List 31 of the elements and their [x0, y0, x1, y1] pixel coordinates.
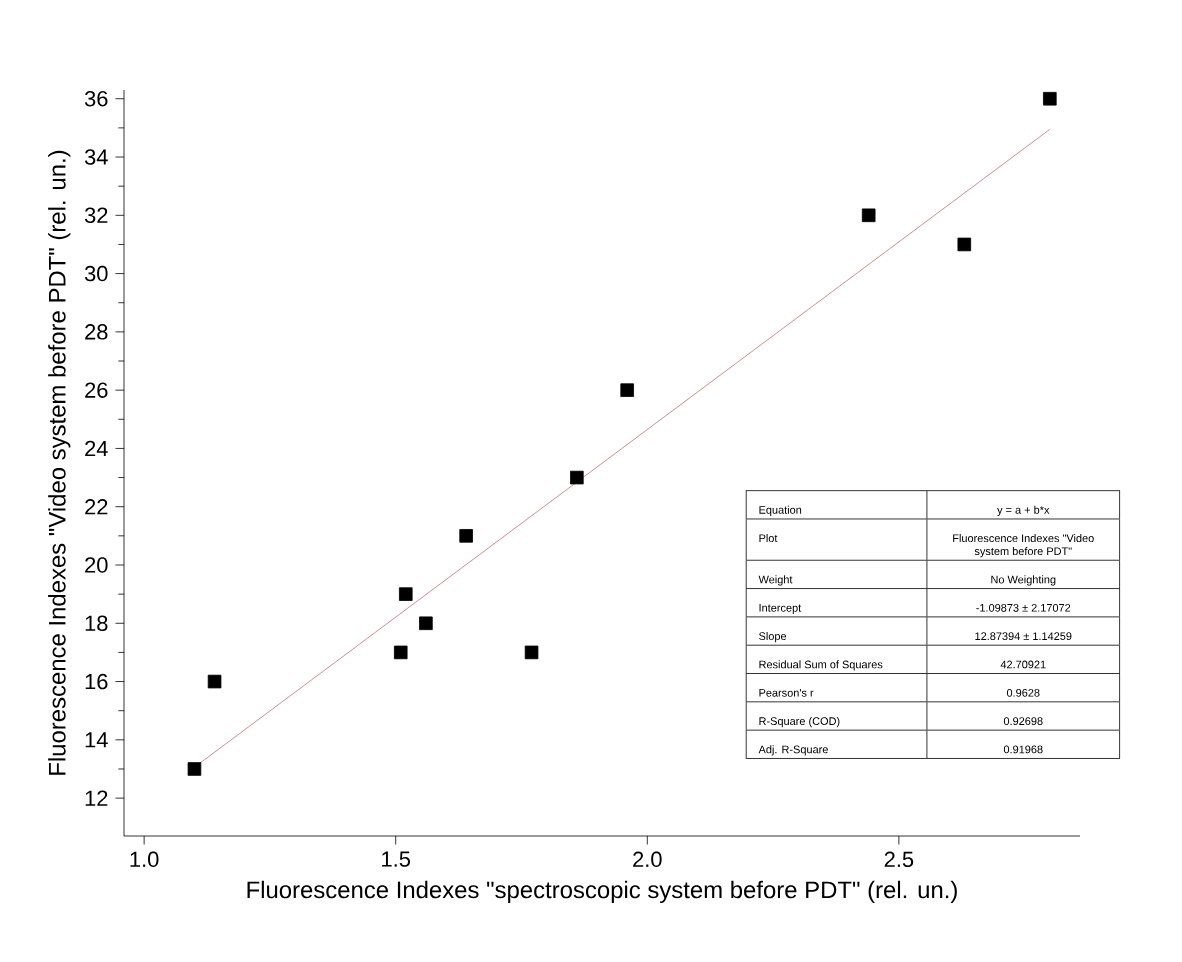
- point: [187, 762, 202, 776]
- point: [459, 529, 473, 543]
- y-tick-label: 34: [84, 149, 108, 165]
- point: [207, 674, 222, 689]
- point: [620, 383, 634, 397]
- point: [570, 470, 584, 485]
- x-tick-label: 1.0: [130, 851, 159, 868]
- point: [524, 645, 539, 660]
- y-tick-label: 20: [85, 557, 108, 573]
- x-tick-label: 1.5: [382, 851, 411, 867]
- y-tick-label: 14: [85, 732, 108, 748]
- y-tick-label: 18: [85, 615, 108, 632]
- y-tick-label: 24: [85, 440, 108, 457]
- point: [957, 237, 972, 252]
- y-tick-label: 32: [84, 207, 108, 224]
- y-axis-title: Fluorescence Indexes "Video system before PDT" (rel. un.): [48, 150, 71, 775]
- y-tick-label: 30: [84, 265, 108, 282]
- point: [393, 645, 408, 660]
- y-tick-label: 12: [85, 790, 108, 806]
- point: [419, 616, 433, 631]
- y-tick-label: 36: [84, 91, 108, 107]
- point: [861, 208, 876, 223]
- y-tick-label: 16: [85, 673, 108, 690]
- y-tick-label: 26: [85, 382, 108, 398]
- point: [1043, 91, 1057, 106]
- point: [399, 587, 413, 601]
- y-tick-label: 22: [85, 499, 108, 515]
- x-tick-label: 2.5: [884, 851, 914, 868]
- x-axis-title: Fluorescence Indexes "spectroscopic system before PDT" (rel. un.): [247, 880, 957, 904]
- x-tick-label: 2.0: [633, 851, 662, 868]
- y-tick-label: 28: [85, 324, 108, 340]
